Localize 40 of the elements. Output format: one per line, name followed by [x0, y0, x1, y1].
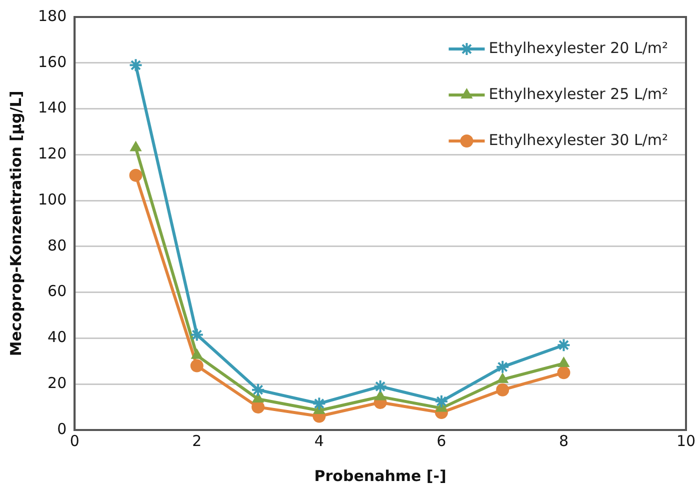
point	[191, 348, 203, 359]
y-tick-label: 100	[38, 190, 67, 208]
x-tick-label: 4	[314, 432, 324, 450]
legend-label: Ethylhexylester 25 L/m²	[488, 84, 668, 103]
x-tick-label: 8	[558, 432, 568, 450]
point	[558, 356, 570, 367]
point	[252, 392, 264, 403]
y-tick-label: 0	[57, 420, 67, 438]
point	[128, 58, 143, 72]
x-axis-title: Probenahme [-]	[314, 466, 446, 485]
y-tick-label: 140	[38, 98, 67, 117]
legend-label: Ethylhexylester 20 L/m²	[488, 38, 668, 57]
y-tick-label: 60	[48, 282, 67, 300]
point	[373, 379, 388, 394]
x-tick-label: 2	[192, 432, 202, 450]
point	[557, 366, 570, 380]
point	[190, 328, 204, 342]
y-tick-label: 180	[38, 6, 67, 25]
point	[496, 383, 510, 396]
x-tick-label: 0	[70, 432, 80, 450]
legend-label: Ethylhexylester 30 L/m²	[488, 130, 668, 149]
point	[190, 359, 204, 372]
point	[374, 390, 386, 400]
y-tick-label: 160	[38, 52, 67, 71]
point	[556, 338, 571, 352]
point	[434, 394, 448, 408]
point	[252, 400, 265, 414]
y-tick-label: 40	[48, 328, 67, 346]
point	[130, 141, 142, 152]
point	[129, 168, 142, 182]
y-tick-label: 120	[38, 144, 67, 163]
x-tick-label: 6	[436, 432, 446, 450]
y-tick-label: 20	[48, 374, 67, 392]
point	[496, 360, 510, 374]
y-axis-title: Mecoprop-Konzentration [µg/L]	[6, 90, 25, 356]
x-tick-label: 10	[676, 432, 696, 450]
point	[312, 396, 326, 411]
y-tick-label: 80	[48, 236, 67, 254]
point	[496, 373, 508, 384]
point	[251, 382, 266, 397]
